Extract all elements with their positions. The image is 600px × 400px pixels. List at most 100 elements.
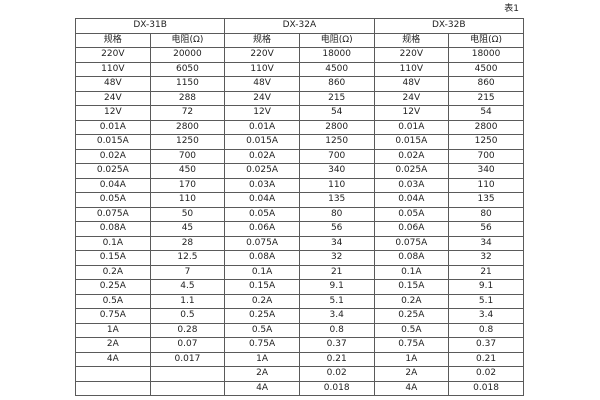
table-cell: 0.03A [373,177,450,193]
table-cell: 0.018 [448,380,524,396]
table-cell: 0.75A [373,337,450,353]
table-cell: 50 [149,206,226,222]
table-cell: 28 [149,235,226,251]
table-cell: 18000 [448,47,524,63]
table-row: 12V 72 12V 54 12V 54 [75,105,524,121]
table-cell: 56 [448,221,524,237]
table-row: 0.04A 170 0.03A 110 0.03A 110 [75,177,524,193]
table-cell: 1A [224,351,300,367]
table-cell: 4.5 [149,279,226,295]
table-cell: 0.5A [75,293,151,309]
table-cell: 0.8 [298,322,375,338]
table-cell: 110V [373,61,450,77]
table-row: 0.02A 700 0.02A 700 0.02A 700 [75,148,524,164]
table-cell: 220V [373,47,450,63]
table-cell: 12V [75,105,151,121]
table-row: 220V 20000 220V 18000 220V 18000 [75,47,524,63]
table-body: 220V 20000 220V 18000 220V 18000 110V 6050 110V 4… [75,47,524,396]
table-cell: 18000 [298,47,375,63]
table-cell: 0.07 [149,337,226,353]
table-cell: 0.075A [224,235,300,251]
table-cell: 0.018 [298,380,375,396]
table-cell: 0.017 [149,351,226,367]
table-cell: 110 [149,192,226,208]
table-cell: 48V [75,76,151,92]
table-cell: 24V [373,90,450,106]
table-row: 0.25A 4.5 0.15A 9.1 0.15A 9.1 [75,279,524,295]
column-header-spec: 规格 [75,32,151,48]
table-cell: 56 [298,221,375,237]
table-cell: 0.075A [373,235,450,251]
table-caption: 表1 [504,4,519,14]
table-cell: 700 [448,148,524,164]
table-row: 0.75A 0.5 0.25A 3.4 0.25A 3.4 [75,308,524,324]
table-cell: 0.21 [298,351,375,367]
table-cell: 0.01A [224,119,300,135]
table-cell: 1150 [149,76,226,92]
table-cell: 34 [298,235,375,251]
table-cell: 1250 [298,134,375,150]
table-cell: 110V [75,61,151,77]
table-cell: 7 [149,264,226,280]
table-row: 2A 0.02 2A 0.02 [75,366,524,382]
table-cell: 4A [224,380,300,396]
table-cell: 0.02A [224,148,300,164]
table-row: 48V 1150 48V 860 48V 860 [75,76,524,92]
table-row: 0.025A 450 0.025A 340 0.025A 340 [75,163,524,179]
table-cell: 0.25A [75,279,151,295]
table-cell: 34 [448,235,524,251]
table-row: 0.1A 28 0.075A 34 0.075A 34 [75,235,524,251]
table-cell: 24V [75,90,151,106]
table-cell: 20000 [149,47,226,63]
table-cell: 0.21 [448,351,524,367]
table-cell: 0.8 [448,322,524,338]
table-cell: 3.4 [298,308,375,324]
group-header-dx-32a: DX-32A [224,18,375,34]
table-cell: 0.2A [373,293,450,309]
table-cell: 1A [373,351,450,367]
table-row: 0.01A 2800 0.01A 2800 0.01A 2800 [75,119,524,135]
table-cell: 12.5 [149,250,226,266]
resistance-spec-table: DX-31B DX-32A DX-32B 规格 电阻(Ω) 规格 电阻(Ω) 规… [74,18,524,396]
table-cell: 860 [298,76,375,92]
table-cell: 215 [448,90,524,106]
table-cell: 0.15A [75,250,151,266]
table-cell: 0.05A [75,192,151,208]
table-cell: 1250 [448,134,524,150]
table-cell: 860 [448,76,524,92]
table-cell: 0.04A [224,192,300,208]
table-cell: 2800 [149,119,226,135]
table-cell: 32 [448,250,524,266]
table-cell: 54 [448,105,524,121]
table-cell: 700 [149,148,226,164]
table-cell: 2A [373,366,450,382]
table-cell: 6050 [149,61,226,77]
table-cell: 45 [149,221,226,237]
table-row: 110V 6050 110V 4500 110V 4500 [75,61,524,77]
column-header-resistance: 电阻(Ω) [149,32,226,48]
table-cell: 0.37 [298,337,375,353]
table-cell: 0.75A [75,308,151,324]
table-cell: 0.1A [75,235,151,251]
table-cell: 450 [149,163,226,179]
table-header: DX-31B DX-32A DX-32B 规格 电阻(Ω) 规格 电阻(Ω) 规… [74,18,524,48]
table-cell: 0.05A [224,206,300,222]
table-cell: 0.05A [373,206,450,222]
column-header-spec: 规格 [224,32,300,48]
table-cell: 12V [224,105,300,121]
table-cell: 2A [224,366,300,382]
table-cell: 80 [298,206,375,222]
table-cell: 0.025A [224,163,300,179]
table-cell: 48V [224,76,300,92]
table-cell: 0.02 [298,366,375,382]
table-cell: 5.1 [448,293,524,309]
table-cell: 0.2A [224,293,300,309]
table-cell: 0.15A [373,279,450,295]
table-cell: 24V [224,90,300,106]
table-cell: 54 [298,105,375,121]
table-cell: 1250 [149,134,226,150]
table-cell: 288 [149,90,226,106]
table-cell: 0.01A [75,119,151,135]
table-row: 0.2A 7 0.1A 21 0.1A 21 [75,264,524,280]
